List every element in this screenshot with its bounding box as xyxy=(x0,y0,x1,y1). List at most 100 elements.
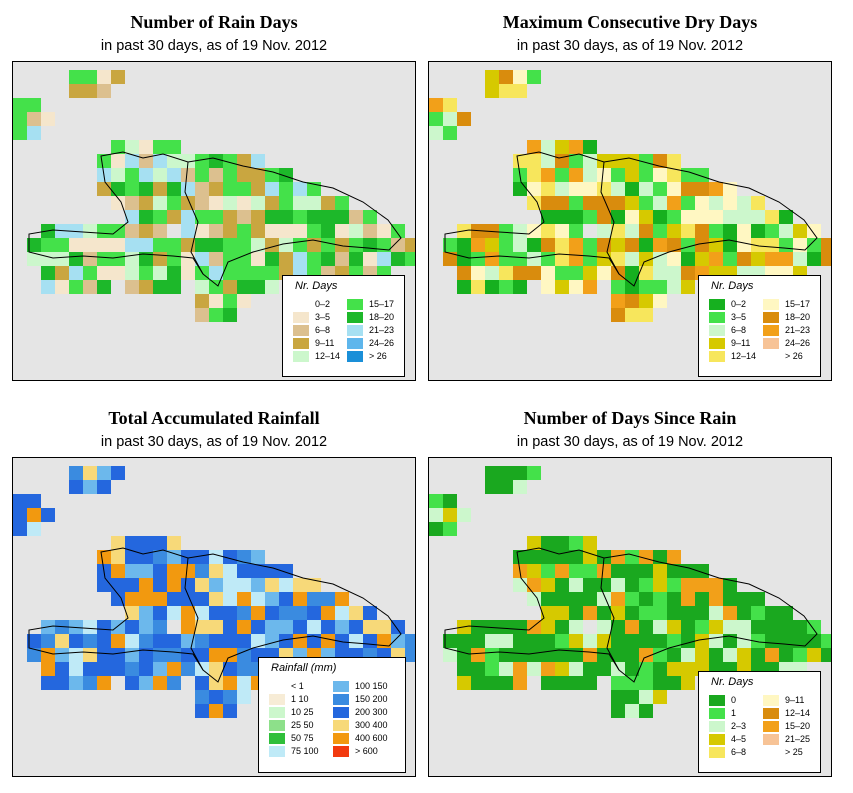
map-cell xyxy=(153,154,167,168)
map-cell xyxy=(111,140,125,154)
map-cell xyxy=(597,154,611,168)
legend-label: 24–26 xyxy=(369,338,395,348)
map-cell xyxy=(499,662,513,676)
map-cell xyxy=(555,564,569,578)
map-cell xyxy=(499,266,513,280)
map-cell xyxy=(541,648,555,662)
map-cell xyxy=(611,308,625,322)
map-cell xyxy=(527,648,541,662)
map-cell xyxy=(639,210,653,224)
map-cell xyxy=(111,550,125,564)
map-cell xyxy=(597,564,611,578)
map-cell xyxy=(695,182,709,196)
legend-title: Rainfall (mm) xyxy=(271,662,337,674)
map-cell xyxy=(639,280,653,294)
map-cell xyxy=(583,676,597,690)
map-cell xyxy=(527,238,541,252)
map-cell xyxy=(639,676,653,690)
map-cell xyxy=(569,196,583,210)
map-cell xyxy=(611,592,625,606)
map-cell xyxy=(569,266,583,280)
legend-swatch xyxy=(763,325,779,336)
map-cell xyxy=(209,550,223,564)
map-cell xyxy=(499,84,513,98)
map-cell xyxy=(541,620,555,634)
map-cell xyxy=(83,662,97,676)
map-cell xyxy=(139,648,153,662)
map-cell xyxy=(195,168,209,182)
map-cell xyxy=(321,592,335,606)
map-cell xyxy=(209,704,223,718)
map-cell xyxy=(583,266,597,280)
map-cell xyxy=(195,564,209,578)
map-cell xyxy=(569,140,583,154)
map-cell xyxy=(555,224,569,238)
map-cell xyxy=(611,210,625,224)
map-cell xyxy=(13,126,27,140)
map-cell xyxy=(709,196,723,210)
map-cell xyxy=(625,238,639,252)
map-cell xyxy=(499,238,513,252)
map-cell xyxy=(583,634,597,648)
map-cell xyxy=(681,210,695,224)
map-cell xyxy=(69,480,83,494)
map-cell xyxy=(793,238,807,252)
map-cell xyxy=(139,676,153,690)
map-cell xyxy=(541,550,555,564)
country-border xyxy=(184,161,204,275)
legend-label: 9–11 xyxy=(785,695,805,705)
map-cell xyxy=(251,578,265,592)
legend-swatch xyxy=(347,351,363,362)
map-cell xyxy=(625,266,639,280)
map-cell xyxy=(125,592,139,606)
map-cell xyxy=(55,280,69,294)
map-cell xyxy=(751,606,765,620)
map-cell xyxy=(307,578,321,592)
map-cell xyxy=(513,238,527,252)
map-cell xyxy=(625,182,639,196)
legend-swatch xyxy=(333,694,349,705)
map-cell xyxy=(527,266,541,280)
map-cell xyxy=(167,564,181,578)
map-cell xyxy=(209,648,223,662)
map-cell xyxy=(541,238,555,252)
map-cell xyxy=(555,634,569,648)
map-cell xyxy=(377,224,391,238)
map-cell xyxy=(111,662,125,676)
map-cell xyxy=(223,634,237,648)
map-cell xyxy=(153,168,167,182)
map-cell xyxy=(457,676,471,690)
map-cell xyxy=(223,648,237,662)
map-cell xyxy=(513,676,527,690)
map-cell xyxy=(83,620,97,634)
map-cell xyxy=(625,648,639,662)
map-cell xyxy=(97,550,111,564)
map-cell xyxy=(195,252,209,266)
map-cell xyxy=(209,308,223,322)
map-cell xyxy=(69,648,83,662)
map-cell xyxy=(541,252,555,266)
map-cell xyxy=(223,308,237,322)
map-cell xyxy=(513,634,527,648)
map-cell xyxy=(195,308,209,322)
map-cell xyxy=(111,592,125,606)
map-cell xyxy=(737,620,751,634)
map-cell xyxy=(681,634,695,648)
map-cell xyxy=(611,690,625,704)
panel-days-since-rain: Number of Days Since Rain in past 30 day… xyxy=(428,396,832,788)
map-cell xyxy=(583,238,597,252)
map-cell xyxy=(293,210,307,224)
legend-swatch xyxy=(709,747,725,758)
map-cell xyxy=(139,266,153,280)
legend-swatch xyxy=(763,721,779,732)
map-cell xyxy=(125,182,139,196)
legend-label: 18–20 xyxy=(785,312,811,322)
map-cell xyxy=(513,466,527,480)
map-cell xyxy=(139,210,153,224)
map-cell xyxy=(69,252,83,266)
map-cell xyxy=(97,466,111,480)
map-cell xyxy=(223,620,237,634)
map-cell xyxy=(209,662,223,676)
map-cell xyxy=(111,196,125,210)
map-cell xyxy=(69,70,83,84)
